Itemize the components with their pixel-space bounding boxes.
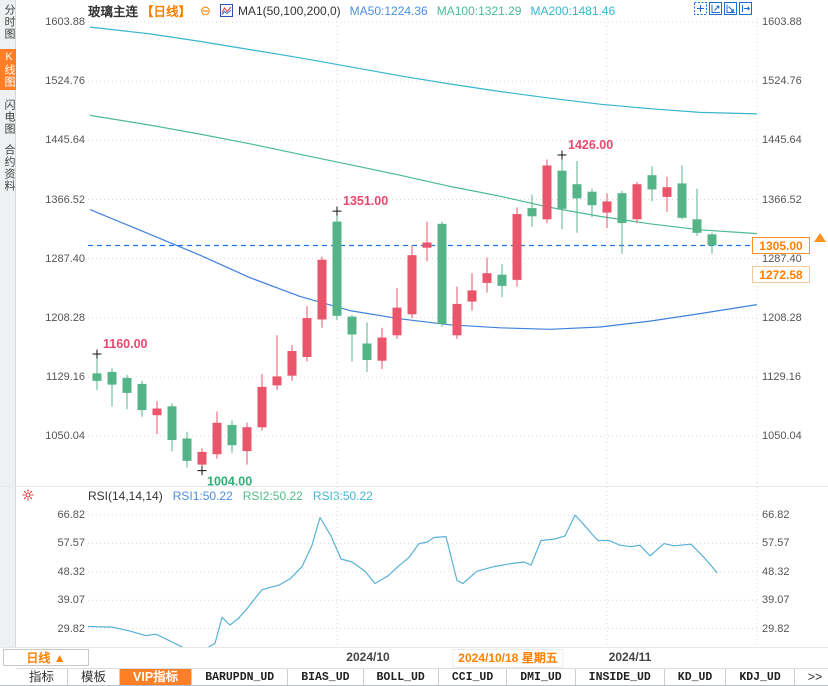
axis-tick-label: 1366.52 bbox=[762, 193, 802, 206]
axis-tick-label: 1208.28 bbox=[762, 311, 802, 324]
instrument-title: 玻璃主连 bbox=[88, 5, 139, 19]
period-tag: 【日线】 bbox=[141, 5, 192, 19]
ma-settings-label: MA1(50,100,200,0) bbox=[237, 3, 341, 18]
axis-tick-label: 1129.16 bbox=[762, 371, 801, 384]
axis-tick-label: 1208.28 bbox=[45, 311, 85, 324]
timeline-month-label: 2024/10 bbox=[346, 650, 390, 664]
axis-tick-label: 29.82 bbox=[762, 622, 790, 635]
pane-separator bbox=[0, 486, 828, 487]
axis-tick-label: 66.82 bbox=[57, 509, 85, 521]
axis-tick-label: 1524.76 bbox=[45, 75, 85, 88]
ma-indicator-icon bbox=[219, 4, 233, 17]
ma50-value: MA50:1224.36 bbox=[349, 3, 428, 18]
axis-tick-label: 1603.88 bbox=[45, 16, 85, 28]
indicator-tab-KD_UD[interactable]: KD_UD bbox=[665, 669, 727, 685]
ma200-line bbox=[89, 26, 758, 115]
timeline-bar: 日线 ▲ 2024/10 2024/10/18 星期五 2024/11 bbox=[0, 648, 828, 668]
last-price-tag: 1305.00 bbox=[752, 237, 810, 254]
indicator-tab-DMI_UD[interactable]: DMI_UD bbox=[507, 669, 576, 685]
axis-tick-label: 1603.88 bbox=[762, 16, 802, 28]
indicator-tab-BARUPDN_UD[interactable]: BARUPDN_UD bbox=[192, 669, 289, 685]
ma200-value: MA200:1481.46 bbox=[530, 3, 616, 18]
scale-axis-right-icon[interactable] bbox=[724, 2, 737, 15]
ma100-value: MA100:1321.29 bbox=[436, 3, 522, 18]
ma100-line bbox=[89, 114, 758, 235]
indicator-tab-KDJ_UD[interactable]: KDJ_UD bbox=[726, 669, 795, 685]
rsi-settings-label: RSI(14,14,14) bbox=[88, 489, 163, 503]
axis-tick-label: 1287.40 bbox=[45, 252, 85, 265]
rsi2-value: RSI2:50.22 bbox=[242, 489, 303, 503]
sidebar-item-lightning[interactable]: 闪电图 bbox=[3, 99, 15, 135]
axis-tick-label: 1050.04 bbox=[762, 430, 802, 443]
axis-tick-label: 57.57 bbox=[57, 537, 85, 550]
pan-right-icon[interactable] bbox=[739, 2, 752, 15]
prev-settle-tag: 1272.58 bbox=[752, 266, 810, 283]
rsi-grid bbox=[88, 487, 758, 647]
chart-header: 玻璃主连 【日线】 ⊖ MA1(50,100,200,0) MA50:1224.… bbox=[88, 3, 616, 20]
chart-toolbar bbox=[694, 2, 752, 15]
main-chart-canvas[interactable]: 1160.00 1004.00 1351.00 1426.00 bbox=[0, 0, 828, 486]
indicator-tab-VIP指标[interactable]: VIP指标 bbox=[120, 669, 193, 685]
axis-tick-label: 1366.52 bbox=[45, 193, 85, 206]
axis-tick-label: 39.07 bbox=[762, 594, 790, 607]
indicator-tab-INSIDE_UD[interactable]: INSIDE_UD bbox=[576, 669, 665, 685]
crosshair-date-label: 2024/10/18 星期五 bbox=[452, 649, 564, 668]
axis-tick-label: 1524.76 bbox=[762, 75, 802, 88]
price-up-arrow-icon bbox=[814, 233, 826, 242]
svg-text:1426.00: 1426.00 bbox=[568, 138, 613, 152]
sidebar-item-contract-info[interactable]: 合约资料 bbox=[3, 144, 15, 192]
grid-lines bbox=[88, 18, 758, 485]
timeline-month-label: 2024/11 bbox=[608, 650, 652, 664]
sidebar-item-time-share[interactable]: 分时图 bbox=[3, 4, 15, 40]
ma50-line bbox=[89, 209, 758, 330]
axis-tick-label: 1287.40 bbox=[762, 252, 802, 265]
svg-text:1160.00: 1160.00 bbox=[103, 337, 148, 351]
indicator-settings-icon[interactable] bbox=[21, 488, 35, 502]
svg-text:1351.00: 1351.00 bbox=[343, 194, 388, 208]
indicator-tab-模板[interactable]: 模板 bbox=[68, 669, 121, 685]
indicator-tab-指标[interactable]: 指标 bbox=[16, 669, 69, 685]
svg-text:1004.00: 1004.00 bbox=[207, 475, 252, 486]
rsi1-value: RSI1:50.22 bbox=[172, 489, 233, 503]
axis-tick-label: 48.32 bbox=[57, 565, 85, 578]
timeline-separator bbox=[0, 647, 828, 648]
axis-tick-label: 1050.04 bbox=[45, 430, 85, 443]
candles bbox=[92, 155, 717, 471]
axis-tick-label: 48.32 bbox=[762, 565, 790, 578]
more-indicators-button[interactable]: >> bbox=[795, 669, 828, 685]
rsi3-value: RSI3:50.22 bbox=[312, 489, 373, 503]
axis-tick-label: 57.57 bbox=[762, 537, 790, 550]
axis-tick-label: 1445.64 bbox=[762, 134, 802, 147]
rsi-chart-canvas[interactable] bbox=[0, 487, 828, 647]
indicator-tab-BIAS_UD[interactable]: BIAS_UD bbox=[288, 669, 364, 685]
indicator-tab-CCI_UD[interactable]: CCI_UD bbox=[439, 669, 508, 685]
indicator-tab-bar: 指标 模板 VIP指标 BARUPDN_UD BIAS_UD BOLL_UD CCI_UD D… bbox=[16, 668, 828, 685]
swing-markers: 1160.00 1004.00 1351.00 1426.00 bbox=[92, 138, 613, 486]
axis-tick-label: 1445.64 bbox=[45, 134, 85, 147]
axis-tick-label: 39.07 bbox=[57, 594, 85, 607]
rsi-header: RSI(14,14,14) RSI1:50.22 RSI2:50.22 RSI3… bbox=[88, 489, 373, 503]
axis-tick-label: 66.82 bbox=[762, 509, 790, 521]
rsi-line bbox=[87, 514, 718, 647]
axis-tick-label: 1129.16 bbox=[46, 371, 85, 384]
axis-tick-label: 29.82 bbox=[57, 622, 85, 635]
indicator-tab-BOLL_UD[interactable]: BOLL_UD bbox=[364, 669, 439, 685]
collapse-indicator-icon[interactable]: ⊖ bbox=[200, 3, 211, 18]
sidebar-item-kline[interactable]: K线图 bbox=[0, 49, 16, 90]
period-selector-button[interactable]: 日线 ▲ bbox=[3, 649, 89, 666]
crosshair-icon[interactable] bbox=[694, 2, 707, 15]
scale-axis-left-icon[interactable] bbox=[709, 2, 722, 15]
